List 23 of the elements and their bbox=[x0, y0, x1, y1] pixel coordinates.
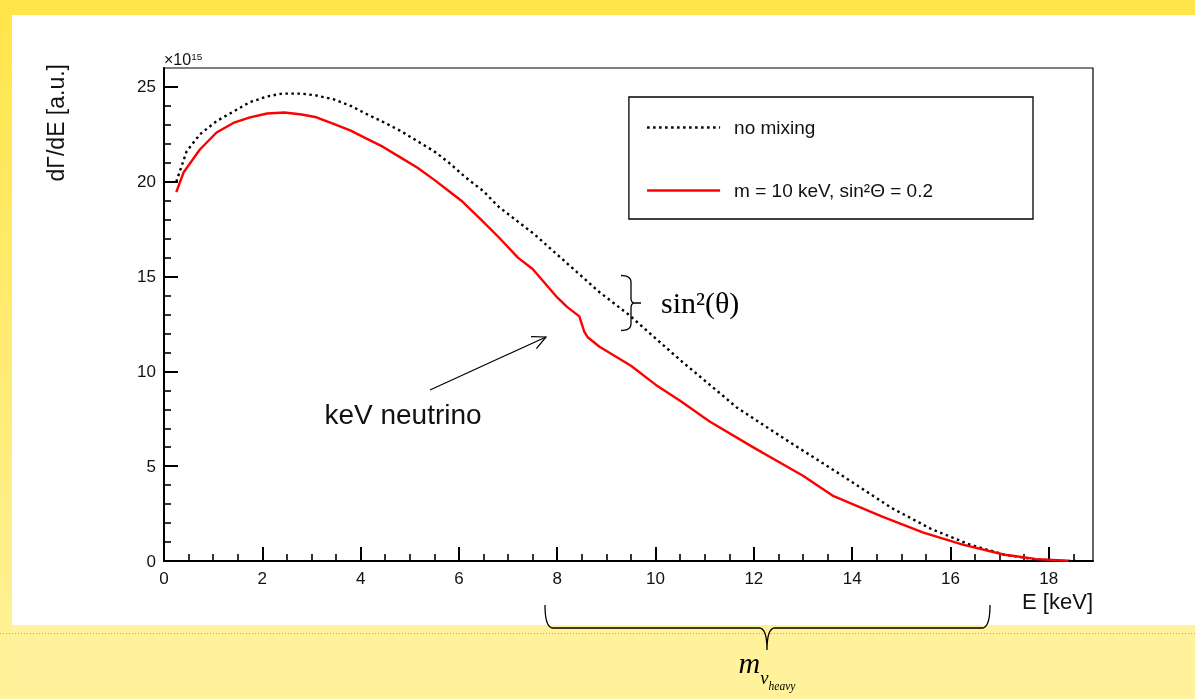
x-tick-label: 4 bbox=[355, 569, 366, 588]
x-axis-title: E [keV] bbox=[1022, 589, 1093, 614]
x-tick-label: 16 bbox=[940, 569, 960, 588]
y-axis-title: dΓ/dE [a.u.] bbox=[43, 64, 69, 182]
annotation: keV neutrino bbox=[324, 399, 482, 430]
y-tick-label: 20 bbox=[137, 172, 156, 192]
y-tick-label: 5 bbox=[146, 456, 156, 476]
x-tick-label: 6 bbox=[454, 569, 464, 588]
legend-label: no mixing bbox=[734, 117, 816, 138]
x-tick-label: 0 bbox=[159, 569, 169, 588]
x-tick-label: 14 bbox=[842, 569, 862, 588]
y-tick-label: 0 bbox=[146, 551, 156, 571]
legend-label: m = 10 keV, sin²Θ = 0.2 bbox=[734, 180, 933, 201]
text: ×10$^{15}$ bbox=[164, 50, 203, 68]
annotation: sin²(θ) bbox=[661, 286, 740, 320]
y-tick-label: 10 bbox=[137, 361, 156, 381]
y-tick-label: 25 bbox=[137, 77, 156, 97]
x-tick-label: 12 bbox=[744, 569, 764, 588]
x-tick-label: 10 bbox=[646, 569, 665, 588]
y-tick-label: 15 bbox=[137, 267, 156, 287]
x-tick-label: 2 bbox=[257, 569, 268, 588]
x-tick-label: 18 bbox=[1039, 569, 1059, 588]
x-tick-label: 8 bbox=[552, 569, 562, 588]
